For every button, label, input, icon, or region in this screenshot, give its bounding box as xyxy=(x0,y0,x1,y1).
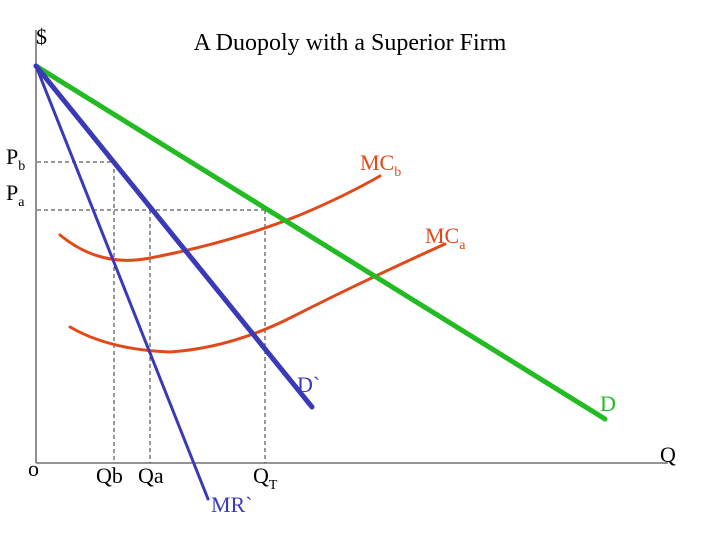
residual-demand-curve xyxy=(33,63,315,410)
x-axis-label: Q xyxy=(660,442,676,467)
demand-curve xyxy=(33,63,608,422)
pa-label: Pa xyxy=(6,180,25,210)
pb-label: Pb xyxy=(6,144,25,174)
y-axis-label: $ xyxy=(36,24,47,49)
qa-label: Qa xyxy=(138,463,164,488)
qb-label: Qb xyxy=(96,463,123,488)
marginal-revenue-curve xyxy=(34,64,210,501)
residual-demand-label: D` xyxy=(297,372,320,397)
mc-b-curve xyxy=(58,174,382,262)
mc-b-label: MCb xyxy=(360,150,401,180)
origin-label: o xyxy=(28,456,39,481)
qt-label: QT xyxy=(253,463,278,493)
demand-label: D xyxy=(600,391,616,416)
marginal-revenue-label: MR` xyxy=(211,492,253,517)
mc-a-label: MCa xyxy=(425,223,466,253)
diagram-title: A Duopoly with a Superior Firm xyxy=(194,30,507,56)
